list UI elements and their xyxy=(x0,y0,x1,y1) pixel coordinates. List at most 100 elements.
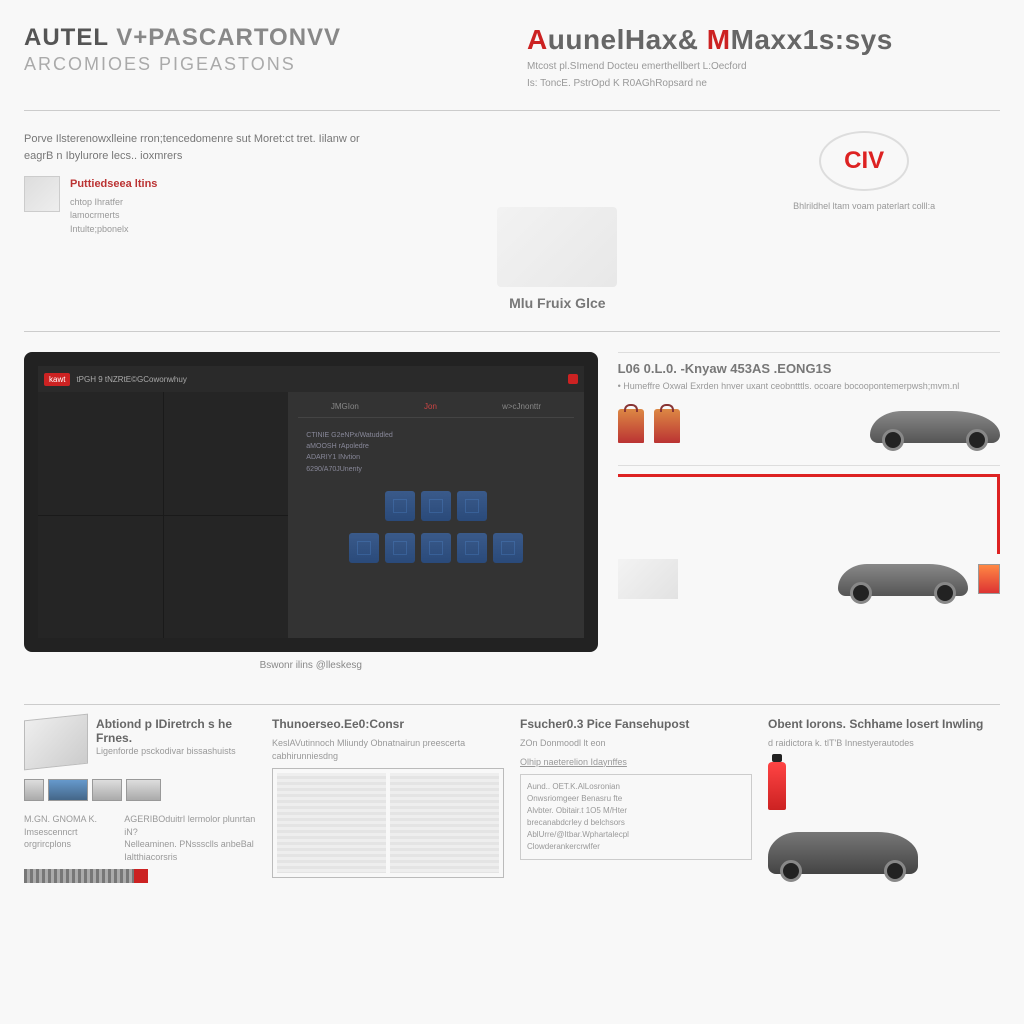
grid-cell[interactable] xyxy=(164,392,289,515)
col1-label2a: M.GN. GNOMA K. xyxy=(24,813,116,826)
spec-line: Clowderankercrwlfer xyxy=(527,841,745,853)
tablet-bar: kawt tPGH 9 tNZRtE©GCowonwhuy xyxy=(38,366,584,392)
mr-body-1: • Humeffre Oxwal Exrden hnver uxant ceob… xyxy=(618,380,1000,393)
doc-page xyxy=(277,773,386,873)
app-tile[interactable] xyxy=(349,533,379,563)
brand-mid: uunelHax& xyxy=(548,24,707,55)
col2-title: Thunoerseo.Ee0:Consr xyxy=(272,717,504,731)
divider-1 xyxy=(24,110,1000,111)
list-item[interactable]: 6290/A70JUnenty xyxy=(306,464,565,475)
equip-item xyxy=(24,779,44,801)
brand-prefix: A xyxy=(527,24,548,55)
col2-body: KeslAVutinnoch Mliundy Obnatnairun prees… xyxy=(272,737,504,762)
upper-left: Porve Ilsterenowxlleine rron;tencedomenr… xyxy=(24,131,386,311)
civ-badge: CIV xyxy=(819,131,909,191)
upper-right: CIV Bhlrildhel ltam voam paterlart colll… xyxy=(728,131,1000,311)
feature-icon xyxy=(24,176,60,212)
tab-0[interactable]: JMGIon xyxy=(331,402,359,411)
tablet-panel: kawt tPGH 9 tNZRtE©GCowonwhuy JMGIon xyxy=(24,352,598,692)
car-illustration-2 xyxy=(838,554,968,604)
mr-section-1: L06 0.L.0. -Knyaw 453AS .EONG1S • Humeff… xyxy=(618,352,1000,451)
faded-box xyxy=(618,559,678,599)
grid-cell[interactable] xyxy=(38,392,163,515)
civ-caption: Bhlrildhel ltam voam paterlart colll:a xyxy=(793,201,935,211)
spec-box: Aund.. OET.K.AlLosronian Onwsriomgeer Be… xyxy=(520,774,752,860)
stack-icon xyxy=(24,714,88,771)
col1-label2b: Imsescenncrt orgrircplons xyxy=(24,826,116,851)
grid-cell[interactable] xyxy=(38,516,163,639)
app-tile[interactable] xyxy=(385,491,415,521)
app-tile[interactable] xyxy=(457,491,487,521)
subtitle: ARCOMIOES PIGEASTONS xyxy=(24,54,497,75)
mr-row-1 xyxy=(618,401,1000,451)
app-tile[interactable] xyxy=(493,533,523,563)
title-main: AUTEL V+PASCARTONVV xyxy=(24,24,497,52)
equipment-row xyxy=(24,779,256,801)
col4-title: Obent Iorons. Schhame losert Inwling xyxy=(768,717,1000,731)
extinguisher-icon xyxy=(768,762,786,810)
tablet-badge: kawt xyxy=(44,373,70,386)
bottom-col-1: Abtiond p IDiretrch s he Frnes. Ligenfor… xyxy=(24,717,256,914)
mr-section-2 xyxy=(618,465,1000,604)
tab-1[interactable]: Jon xyxy=(424,402,437,411)
spec-line: Alvbter. Obitair.t 1O5 M/Hter xyxy=(527,805,745,817)
equip-item xyxy=(92,779,122,801)
tablet-bar-text: tPGH 9 tNZRtE©GCowonwhuy xyxy=(76,375,186,384)
col1-label3a: AGERIBOduitrI lermolor plunrtan iN? xyxy=(124,813,256,838)
car-illustration-3 xyxy=(768,822,918,882)
tablet-list: CTINIE G2eNPx/Watuddled aMOOSH rApoledre… xyxy=(298,426,573,479)
spec-line: AblUrre/@Itbar.Wphartalecpl xyxy=(527,829,745,841)
header-left: AUTEL V+PASCARTONVV ARCOMIOES PIGEASTONS xyxy=(24,24,497,90)
list-item[interactable]: ADARIY1 INvtion xyxy=(306,452,565,463)
divider-2 xyxy=(24,331,1000,332)
mr-title-1: L06 0.L.0. -Knyaw 453AS .EONG1S xyxy=(618,361,1000,376)
feature-block: Puttiedseea ltins chtop Ihratfer lamocrm… xyxy=(24,176,386,236)
doc-page xyxy=(390,773,499,873)
tablet-caption: Bswonr ilins @lleskesg xyxy=(24,660,598,671)
upper-mid-label: Mlu Fruix Glce xyxy=(509,295,605,311)
bottom-col-3: Fsucher0.3 Pice Fansehupost ZOn Donmoodl… xyxy=(520,717,752,914)
app-tile[interactable] xyxy=(421,491,451,521)
equip-item xyxy=(48,779,88,801)
bottom-col-4: Obent Iorons. Schhame losert Inwling d r… xyxy=(768,717,1000,914)
bag-icon xyxy=(654,409,680,443)
list-item[interactable]: CTINIE G2eNPx/Watuddled xyxy=(306,430,565,441)
feature-line-2: Intulte;pbonelx xyxy=(70,223,157,237)
brand-title: AuunelHax& MMaxx1s:sys xyxy=(527,24,1000,56)
tablet-tabs: JMGIon Jon w>cJnonttr xyxy=(298,402,573,418)
tile-row-1 xyxy=(298,491,573,521)
col1-title: Abtiond p IDiretrch s he Frnes. xyxy=(96,717,256,745)
header-right: AuunelHax& MMaxx1s:sys Mtcost pl.SImend … xyxy=(527,24,1000,90)
tablet-right-panel: JMGIon Jon w>cJnonttr CTINIE G2eNPx/Watu… xyxy=(288,392,583,638)
feature-line-1: lamocrmerts xyxy=(70,209,157,223)
upper-mid: Mlu Fruix Glce xyxy=(406,131,708,311)
list-item[interactable]: aMOOSH rApoledre xyxy=(306,441,565,452)
tablet-close-icon[interactable] xyxy=(568,374,578,384)
bottom-col-2: Thunoerseo.Ee0:Consr KeslAVutinnoch Mliu… xyxy=(272,717,504,914)
stripe-icon xyxy=(24,869,134,883)
brand-tag1: Mtcost pl.SImend Docteu emerthellbert L:… xyxy=(527,60,1000,73)
col3-title: Fsucher0.3 Pice Fansehupost xyxy=(520,717,752,731)
col3-line1: ZOn Donmoodl lt eon xyxy=(520,737,752,750)
app-tile[interactable] xyxy=(457,533,487,563)
tab-2[interactable]: w>cJnonttr xyxy=(502,402,541,411)
brand-suffix: Maxx1s:sys xyxy=(731,24,893,55)
app-tile[interactable] xyxy=(385,533,415,563)
tile-row-2 xyxy=(298,533,573,563)
title-part-a: AUTEL xyxy=(24,24,109,51)
spec-line: brecanabdcrley d belchsors xyxy=(527,817,745,829)
app-tile[interactable] xyxy=(421,533,451,563)
equip-item xyxy=(126,779,161,801)
spec-line: Aund.. OET.K.AlLosronian xyxy=(527,781,745,793)
spec-line: Onwsriomgeer Benasru fte xyxy=(527,793,745,805)
col1-body: Ligenforde psckodivar bissashuists xyxy=(96,745,256,758)
red-frame xyxy=(618,474,1000,524)
tablet-device: kawt tPGH 9 tNZRtE©GCowonwhuy JMGIon xyxy=(24,352,598,652)
col1-label3b: Nelleaminen. PNsssclls anbeBal Ialtthiac… xyxy=(124,838,256,863)
col4-body: d raidictora k. tlT'B Innestyerautodes xyxy=(768,737,1000,750)
grid-cell[interactable] xyxy=(164,516,289,639)
brand-tag2: Is: ToncE. PstrOpd K R0AGhRopsard ne xyxy=(527,77,1000,90)
car-illustration-1 xyxy=(870,401,1000,451)
mid-right: L06 0.L.0. -Knyaw 453AS .EONG1S • Humeff… xyxy=(618,352,1000,692)
red-box-icon xyxy=(978,564,1000,594)
